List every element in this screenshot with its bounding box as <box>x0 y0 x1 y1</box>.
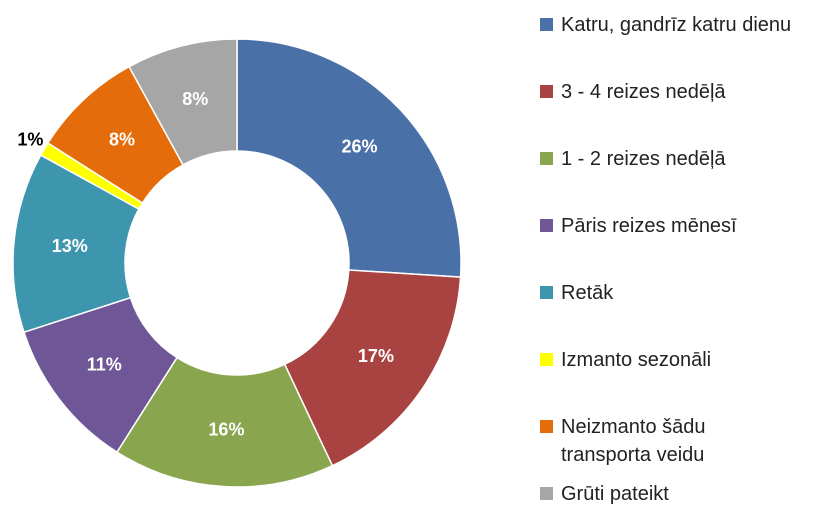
data-label: 11% <box>87 355 122 375</box>
data-label: 16% <box>208 419 244 439</box>
legend-swatch <box>540 219 553 232</box>
data-label: 13% <box>52 236 88 256</box>
legend-swatch <box>540 18 553 31</box>
legend-label: Katru, gandrīz katru dienu <box>561 14 792 36</box>
legend-item: Pāris reizes mēnesī <box>540 212 820 240</box>
data-label: 26% <box>341 137 377 157</box>
legend-swatch <box>540 353 553 366</box>
legend-swatch <box>540 286 553 299</box>
legend-swatch <box>540 420 553 433</box>
slice <box>283 269 462 467</box>
legend-label: Grūti pateikt <box>561 483 669 505</box>
legend-swatch <box>540 85 553 98</box>
legend-item: Neizmanto šādu transporta veidu <box>540 413 820 469</box>
legend-item: 1 - 2 reizes nedēļā <box>540 145 820 173</box>
legend-label: Neizmanto šādu transporta veidu <box>561 416 706 466</box>
legend-label: 1 - 2 reizes nedēļā <box>561 148 726 170</box>
legend-item: Izmanto sezonāli <box>540 346 820 374</box>
slice <box>115 356 334 488</box>
legend-label: Pāris reizes mēnesī <box>561 215 737 237</box>
legend-label: Retāk <box>561 282 614 304</box>
legend-item: 3 - 4 reizes nedēļā <box>540 78 820 106</box>
legend-swatch <box>540 487 553 500</box>
data-label: 17% <box>358 346 394 366</box>
legend-label: Izmanto sezonāli <box>561 349 712 371</box>
data-label: 8% <box>109 129 135 149</box>
slice <box>128 38 238 166</box>
legend-swatch <box>540 152 553 165</box>
legend-label: 3 - 4 reizes nedēļā <box>561 81 726 103</box>
data-label: 1% <box>17 130 43 150</box>
legend-item: Grūti pateikt <box>540 480 820 506</box>
slice <box>236 38 462 278</box>
legend-item: Katru, gandrīz katru dienu <box>540 11 820 39</box>
data-label: 8% <box>182 89 208 109</box>
legend-item: Retāk <box>540 279 820 307</box>
